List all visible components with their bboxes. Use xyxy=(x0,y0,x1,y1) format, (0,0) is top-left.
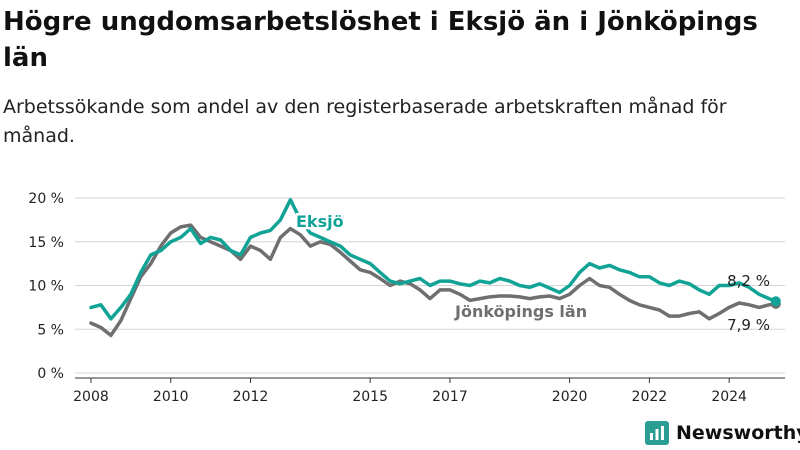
series-line-eksjo xyxy=(89,198,778,321)
y-tick-label: 5 % xyxy=(37,322,64,338)
y-tick-label: 0 % xyxy=(37,366,64,382)
chart-subtitle: Arbetssökande som andel av den registerb… xyxy=(3,96,727,147)
y-tick-label: 15 % xyxy=(28,235,64,251)
series-end-dot-eksjo xyxy=(770,296,781,307)
y-tick-label: 10 % xyxy=(28,279,64,295)
newsworthy-logo-icon xyxy=(645,421,669,445)
x-tick-label: 2015 xyxy=(352,389,388,405)
x-tick-label: 2022 xyxy=(632,389,668,405)
chart-title: Högre ungdomsarbetslöshet i Eksjö än i J… xyxy=(3,7,758,73)
x-tick-label: 2017 xyxy=(432,389,468,405)
x-tick-label: 2012 xyxy=(233,389,269,405)
series-label-halo: Eksjö xyxy=(296,212,344,231)
series-label-halo: Jönköpings län xyxy=(454,302,587,321)
x-tick-label: 2024 xyxy=(711,389,747,405)
brand-logo: Newsworthy xyxy=(645,419,800,447)
x-tick-label: 2008 xyxy=(73,389,109,405)
end-value-label-eksjo: 8,2 % xyxy=(727,272,770,290)
series-label-eksjo: Eksjö xyxy=(296,212,344,231)
x-tick-label: 2020 xyxy=(552,389,588,405)
series-label-jonkopings-lan: Jönköpings län xyxy=(454,302,587,321)
y-tick-label: 20 % xyxy=(28,191,64,207)
end-value-label-jonkopings-lan: 7,9 % xyxy=(727,316,770,334)
brand-name: Newsworthy xyxy=(676,422,800,444)
x-tick-label: 2010 xyxy=(153,389,189,405)
